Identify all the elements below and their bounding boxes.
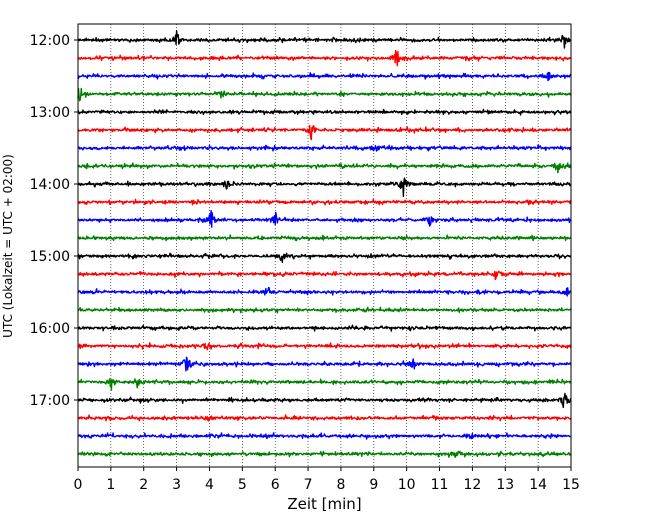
x-tick-label: 11 [431,477,449,493]
x-tick-label: 6 [271,477,280,493]
seismic-trace [77,209,572,228]
x-axis-ticks: 0 1 2 3 4 5 6 7 8 9 10 11 12 13 14 15 [74,467,580,493]
x-tick-label: 4 [205,477,214,493]
plot-frame [77,23,572,468]
seismic-trace [77,392,572,409]
seismic-trace [77,162,572,174]
seismic-trace [77,356,572,372]
grid-lines [110,24,539,467]
seismic-trace [77,49,572,67]
x-tick-label: 5 [238,477,247,493]
seismic-trace [77,198,572,206]
seismic-trace [77,342,572,351]
seismic-trace [77,324,572,332]
x-tick-label: 14 [529,477,547,493]
x-tick-label: 7 [304,477,313,493]
seismic-trace [77,378,572,391]
seismic-trace [77,286,572,297]
x-tick-label: 9 [369,477,378,493]
seismic-traces [77,30,572,458]
x-tick-label: 13 [496,477,514,493]
seismic-trace [77,432,572,440]
x-tick-label: 15 [562,477,580,493]
seismic-trace [77,450,572,458]
seismic-trace [77,306,572,314]
seismic-trace [77,270,572,281]
seismic-trace [77,414,572,422]
x-tick-label: 12 [463,477,481,493]
seismic-trace [77,177,572,198]
y-axis-label: UTC (Lokalzeit = UTC + 02:00) [1,154,15,338]
seismic-trace [77,144,572,152]
x-tick-label: 10 [398,477,416,493]
seismic-trace [77,30,572,49]
seismic-trace [77,124,572,141]
y-tick-label: 17:00 [30,393,70,409]
x-tick-label: 8 [336,477,345,493]
seismic-trace [77,234,572,242]
x-tick-label: 2 [139,477,148,493]
x-axis-label: Zeit [min] [287,495,361,513]
x-tick-label: 0 [74,477,83,493]
seismic-trace [77,108,572,116]
x-tick-label: 3 [172,477,181,493]
x-tick-label: 1 [106,477,115,493]
y-tick-label: 15:00 [30,249,70,265]
y-tick-label: 14:00 [30,177,70,193]
y-axis-ticks: 12:00 13:00 14:00 15:00 16:00 17:00 [30,33,78,409]
y-tick-label: 16:00 [30,321,70,337]
seismic-trace [77,87,572,102]
seismic-trace [77,252,572,263]
y-tick-label: 12:00 [30,33,70,49]
y-tick-label: 13:00 [30,105,70,121]
seismic-trace [77,71,572,82]
